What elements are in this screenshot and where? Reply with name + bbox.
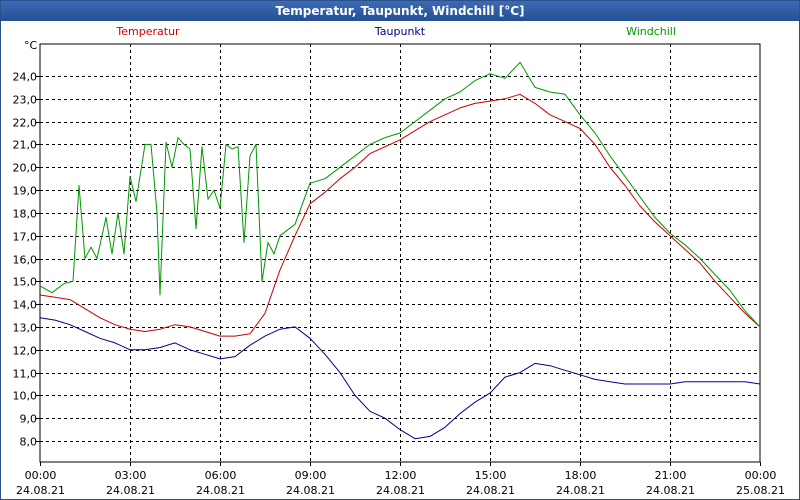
y-tick-label: 9,0	[20, 413, 38, 426]
x-tick-date: 24.08.21	[466, 484, 515, 497]
x-tick-date: 24.08.21	[376, 484, 425, 497]
y-tick-label: 16,0	[13, 254, 38, 267]
y-tick-label: 19,0	[13, 185, 38, 198]
y-tick-label: 15,0	[13, 276, 38, 289]
x-tick-date: 24.08.21	[196, 484, 245, 497]
x-tick-date: 24.08.21	[106, 484, 155, 497]
y-tick-label: 24,0	[13, 71, 38, 84]
y-tick-label: 13,0	[13, 322, 38, 335]
x-tick-date: 24.08.21	[646, 484, 695, 497]
series-line-temperatur	[39, 93, 761, 337]
x-tick-time: 00:00	[745, 469, 777, 482]
x-tick-date: 24.08.21	[556, 484, 605, 497]
x-tick-time: 15:00	[475, 469, 507, 482]
y-tick-label: 10,0	[13, 390, 38, 403]
y-tick-label: 8,0	[20, 436, 38, 449]
y-tick-label: 12,0	[13, 345, 38, 358]
x-tick-time: 03:00	[115, 469, 147, 482]
x-tick-time: 09:00	[295, 469, 327, 482]
y-tick-label: 11,0	[13, 368, 38, 381]
x-tick-time: 18:00	[565, 469, 597, 482]
y-tick-label: 22,0	[13, 117, 38, 130]
x-tick-date: 24.08.21	[286, 484, 335, 497]
y-tick-label: 21,0	[13, 139, 38, 152]
legend-taupunkt: Taupunkt	[374, 25, 426, 38]
x-tick-date: 24.08.21	[16, 484, 65, 497]
y-tick-label: 14,0	[13, 299, 38, 312]
series-line-taupunkt	[39, 317, 761, 440]
y-tick-label: 23,0	[13, 94, 38, 107]
y-tick-label: 18,0	[13, 208, 38, 221]
legend-temperatur: Temperatur	[115, 25, 180, 38]
x-tick-time: 06:00	[205, 469, 237, 482]
legend-windchill: Windchill	[626, 25, 676, 38]
y-axis-unit: °C	[24, 39, 38, 52]
x-tick-time: 00:00	[25, 469, 57, 482]
y-tick-label: 20,0	[13, 162, 38, 175]
x-tick-time: 21:00	[655, 469, 687, 482]
x-tick-time: 12:00	[385, 469, 417, 482]
x-tick-date: 25.08.21	[736, 484, 785, 497]
series-line-windchill	[39, 61, 761, 328]
y-tick-label: 17,0	[13, 231, 38, 244]
window-title: Temperatur, Taupunkt, Windchill [°C]	[1, 1, 799, 21]
